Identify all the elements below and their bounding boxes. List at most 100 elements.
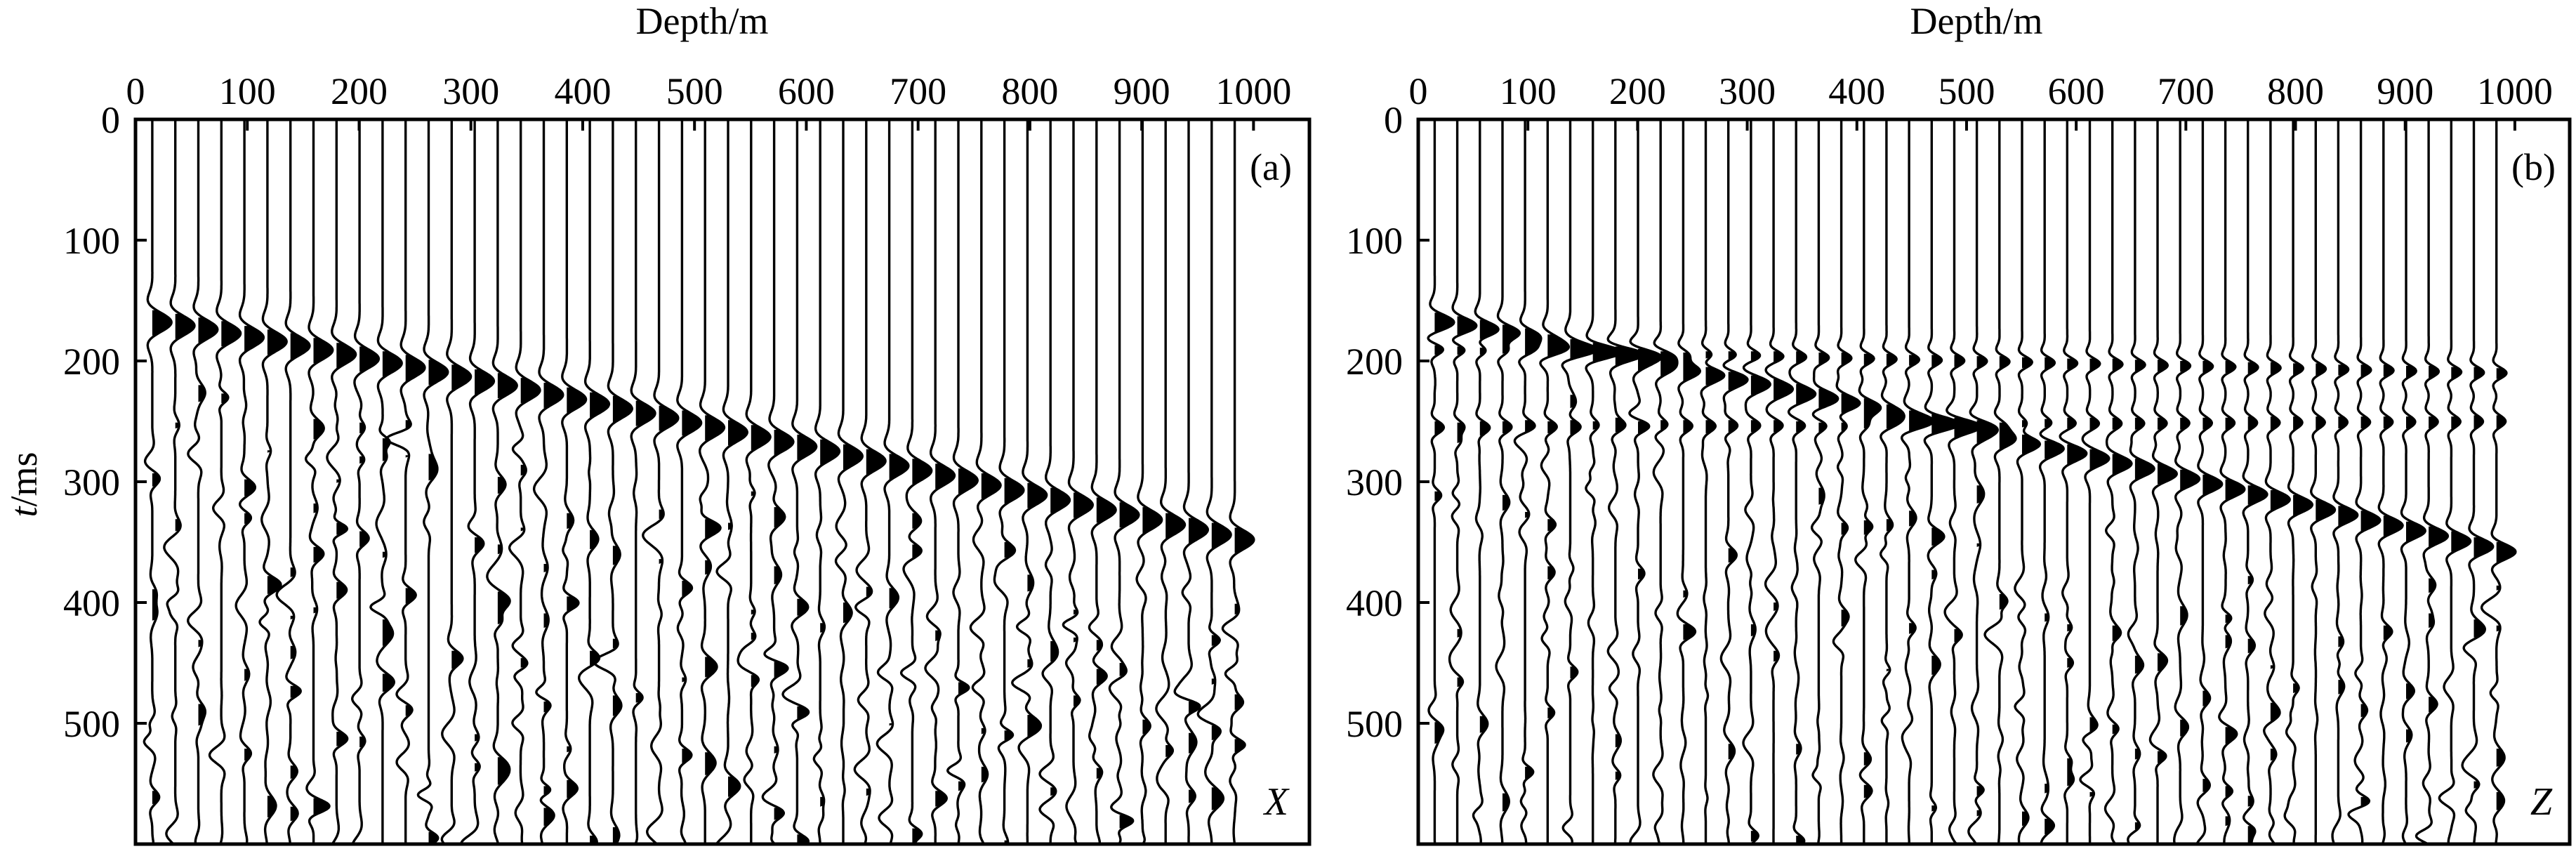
- seismic-trace: [1495, 119, 1521, 845]
- trace-fill: [267, 329, 287, 818]
- trace-fill: [2360, 364, 2380, 807]
- seismic-trace: [187, 119, 219, 845]
- seismic-trace: [163, 119, 196, 845]
- seismic-trace: [304, 119, 334, 844]
- x-tick-label: 100: [1500, 70, 1557, 112]
- y-tick-label: 500: [1346, 703, 1403, 745]
- seismic-trace: [1135, 119, 1163, 845]
- x-tick-labels-b: 0 100 200 300 400 500 600 700 800 900 1000: [1409, 70, 2553, 112]
- seismic-trace: [1676, 119, 1701, 844]
- y-axis-title-unit-a: /ms: [3, 452, 45, 506]
- trace-fill: [935, 463, 955, 807]
- trace-fill: [1457, 316, 1477, 687]
- trace-fill: [1841, 353, 1860, 627]
- trace-fill: [1818, 353, 1838, 505]
- trace-fill: [912, 459, 932, 843]
- seismic-trace: [853, 119, 887, 845]
- y-tick-label: 300: [63, 461, 120, 504]
- seismic-trace: [1088, 119, 1117, 845]
- trace-fill: [405, 355, 425, 716]
- panel-a: Depth/m t/ms 0 100 200 300 400 500 0 100 200 300…: [3, 0, 1312, 846]
- seismic-trace: [258, 119, 288, 845]
- seismic-trace: [275, 119, 311, 845]
- y-tick-label: 0: [1384, 99, 1403, 141]
- seismic-trace: [1038, 119, 1071, 844]
- seismic-trace: [508, 119, 541, 845]
- seismic-trace: [2038, 119, 2065, 845]
- trace-fill: [1119, 502, 1139, 829]
- seismic-trace: [532, 119, 564, 845]
- x-tick-label: 700: [890, 70, 946, 112]
- seismic-trace: [812, 119, 841, 844]
- x-tick-label: 200: [331, 70, 388, 112]
- seismic-trace: [1764, 119, 1795, 844]
- trace-fill: [1774, 351, 1793, 662]
- seismic-trace: [2263, 119, 2291, 845]
- seismic-trace: [2480, 119, 2517, 845]
- panel-label-b: (b): [2511, 146, 2556, 188]
- trace-fill: [1728, 351, 1748, 760]
- trace-fill: [774, 430, 793, 820]
- trace-fill: [152, 310, 172, 805]
- trace-fill: [2473, 367, 2493, 789]
- trace-fill: [1211, 522, 1231, 810]
- x-tick-labels-a: 0 100 200 300 400 500 600 700 800 900 1000: [126, 70, 1292, 112]
- panel-label-a: (a): [1250, 146, 1292, 188]
- x-tick-label: 700: [2158, 70, 2214, 112]
- trace-fill: [889, 454, 909, 726]
- trace-fill: [2067, 358, 2087, 787]
- trace-fill: [336, 343, 356, 746]
- trace-fill: [1705, 351, 1724, 434]
- trace-fill: [2496, 368, 2516, 810]
- seismic-trace: [2059, 119, 2088, 844]
- seismic-trace: [2377, 119, 2404, 845]
- trace-fill: [958, 468, 978, 791]
- trace-fill: [1683, 353, 1700, 640]
- y-axis-title-a: t/ms: [3, 452, 45, 517]
- seismic-trace: [1472, 119, 1500, 845]
- trace-fill: [1999, 356, 2016, 610]
- seismic-trace: [1561, 119, 1598, 845]
- seismic-trace: [1539, 119, 1570, 845]
- seismic-trace: [1606, 119, 1645, 845]
- trace-fill: [1234, 527, 1254, 753]
- seismic-trace: [2103, 119, 2133, 845]
- x-tick-label: 900: [1114, 70, 1170, 112]
- trace-fill: [2202, 361, 2222, 792]
- y-tick-labels-a: 0 100 200 300 400 500: [63, 99, 120, 745]
- y-tick-label: 100: [1346, 220, 1403, 262]
- trace-fill: [2451, 367, 2471, 552]
- trace-fill: [198, 317, 218, 726]
- trace-fill: [820, 439, 840, 807]
- seismic-trace: [1923, 119, 1962, 844]
- trace-fill: [2045, 357, 2064, 835]
- seismic-trace: [1448, 119, 1478, 844]
- trace-fill: [2316, 363, 2335, 520]
- trace-fill: [728, 420, 748, 797]
- trace-fill: [221, 321, 241, 404]
- y-tick-label: 100: [63, 220, 120, 262]
- trace-fill: [1796, 351, 1816, 844]
- trace-fill: [1886, 353, 1905, 671]
- x-tick-label: 600: [2048, 70, 2105, 112]
- seismic-trace: [351, 119, 381, 845]
- x-tick-label: 100: [219, 70, 276, 112]
- seismic-trace: [1742, 119, 1771, 845]
- y-tick-label: 200: [63, 341, 120, 383]
- seismic-trace: [676, 119, 703, 845]
- seismic-trace: [2331, 119, 2359, 845]
- trace-fill: [2383, 364, 2403, 640]
- trace-fill: [1502, 324, 1520, 812]
- trace-fill: [612, 395, 633, 844]
- seismic-trace: [876, 119, 910, 845]
- seismic-trace: [2461, 119, 2495, 845]
- trace-fill: [1479, 320, 1499, 733]
- x-tick-label: 300: [1719, 70, 1776, 112]
- x-axis-title-a: Depth/m: [636, 0, 769, 42]
- seismic-trace: [1155, 119, 1187, 844]
- seismic-trace: [2310, 119, 2337, 844]
- trace-fill: [543, 383, 563, 827]
- x-tick-label: 0: [1409, 70, 1428, 112]
- trace-fill: [1547, 334, 1569, 719]
